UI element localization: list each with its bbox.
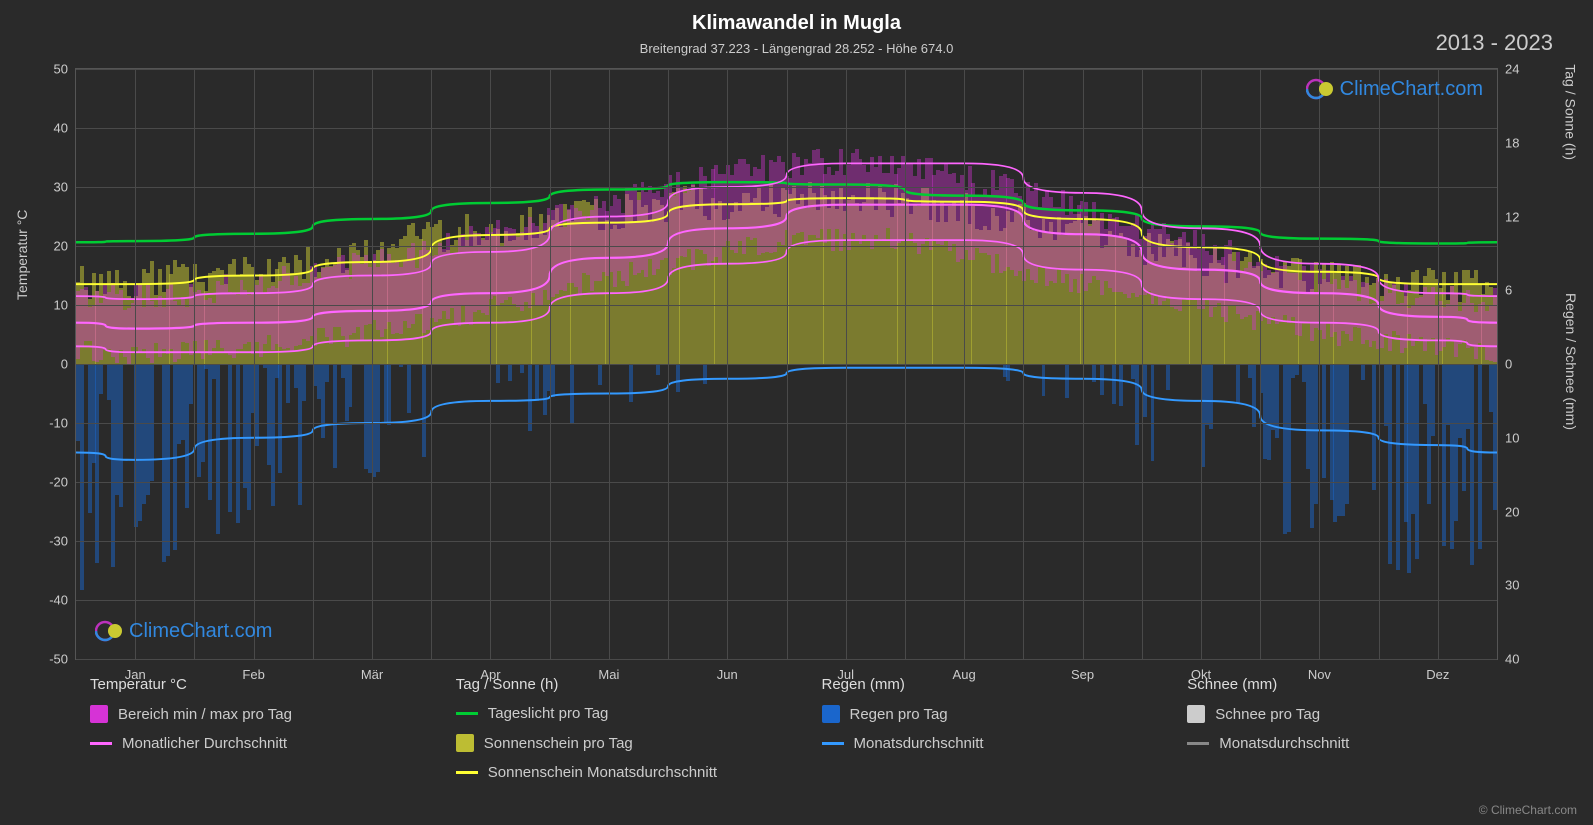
- y-right-top-tick: 0: [1497, 357, 1512, 372]
- legend-item: Monatsdurchschnitt: [822, 735, 1188, 752]
- legend-line-icon: [1187, 742, 1209, 745]
- y-right-bottom-tick: 10: [1497, 430, 1519, 445]
- grid-line-v: [313, 69, 314, 659]
- y-right-bottom-tick: 30: [1497, 578, 1519, 593]
- legend-line-icon: [456, 771, 478, 774]
- grid-line-v: [1260, 69, 1261, 659]
- grid-line-v: [846, 69, 847, 659]
- y-axis-right-bottom-label: Regen / Schnee (mm): [1563, 293, 1579, 430]
- y-right-top-tick: 6: [1497, 283, 1512, 298]
- legend-item-label: Tageslicht pro Tag: [488, 705, 609, 722]
- y-left-tick: 0: [61, 357, 76, 372]
- y-right-bottom-tick: 20: [1497, 504, 1519, 519]
- grid-line-v: [964, 69, 965, 659]
- legend-swatch-icon: [456, 734, 474, 752]
- legend-item-label: Regen pro Tag: [850, 706, 948, 723]
- legend-item-label: Sonnenschein pro Tag: [484, 735, 633, 752]
- grid-line-v: [727, 69, 728, 659]
- grid-line-v: [194, 69, 195, 659]
- legend-heading: Temperatur °C: [90, 676, 456, 693]
- grid-line-v: [254, 69, 255, 659]
- grid-line-v: [1201, 69, 1202, 659]
- y-axis-right-top-label: Tag / Sonne (h): [1563, 64, 1579, 160]
- legend-col-rain: Regen (mm) Regen pro Tag Monatsdurchschnit…: [822, 670, 1188, 815]
- y-left-tick: 40: [54, 121, 76, 136]
- legend-heading: Tag / Sonne (h): [456, 676, 822, 693]
- grid-line-v: [1319, 69, 1320, 659]
- grid-line-v: [550, 69, 551, 659]
- grid-line-v: [1023, 69, 1024, 659]
- y-left-tick: -10: [49, 416, 76, 431]
- watermark-top: ClimeChart.com: [1306, 75, 1483, 103]
- y-left-tick: -20: [49, 475, 76, 490]
- y-right-top-tick: 12: [1497, 209, 1519, 224]
- grid-line-v: [1379, 69, 1380, 659]
- y-left-tick: -30: [49, 534, 76, 549]
- climechart-logo-icon: [95, 617, 123, 645]
- y-left-tick: -40: [49, 593, 76, 608]
- legend-heading: Schnee (mm): [1187, 676, 1553, 693]
- watermark-text: ClimeChart.com: [1340, 78, 1483, 101]
- legend-item: Sonnenschein pro Tag: [456, 734, 822, 752]
- y-right-top-tick: 24: [1497, 62, 1519, 77]
- y-left-tick: 30: [54, 180, 76, 195]
- watermark-text: ClimeChart.com: [129, 620, 272, 643]
- legend-item-label: Schnee pro Tag: [1215, 706, 1320, 723]
- legend-swatch-icon: [90, 705, 108, 723]
- grid-line-v: [1142, 69, 1143, 659]
- grid-line-v: [905, 69, 906, 659]
- y-left-tick: 10: [54, 298, 76, 313]
- grid-line-v: [490, 69, 491, 659]
- legend-item: Monatsdurchschnitt: [1187, 735, 1553, 752]
- watermark-bottom: ClimeChart.com: [95, 617, 272, 645]
- y-axis-left-label: Temperatur °C: [14, 210, 30, 300]
- legend: Temperatur °C Bereich min / max pro Tag Mo…: [90, 670, 1553, 815]
- climate-chart: Klimawandel in Mugla Breitengrad 37.223 …: [0, 0, 1593, 825]
- plot-area: -50-40-30-20-100102030405006121824102030…: [75, 68, 1498, 660]
- legend-item: Schnee pro Tag: [1187, 705, 1553, 723]
- climechart-logo-icon: [1306, 75, 1334, 103]
- legend-item: Regen pro Tag: [822, 705, 1188, 723]
- year-range-label: 2013 - 2023: [1436, 30, 1553, 56]
- legend-line-icon: [822, 742, 844, 745]
- grid-line-h: [76, 659, 1497, 660]
- grid-line-v: [1083, 69, 1084, 659]
- legend-item: Monatlicher Durchschnitt: [90, 735, 456, 752]
- legend-line-icon: [456, 712, 478, 715]
- grid-line-v: [372, 69, 373, 659]
- grid-line-v: [135, 69, 136, 659]
- y-left-tick: -50: [49, 652, 76, 667]
- legend-item: Bereich min / max pro Tag: [90, 705, 456, 723]
- legend-item-label: Sonnenschein Monatsdurchschnitt: [488, 764, 717, 781]
- legend-item-label: Monatsdurchschnitt: [854, 735, 984, 752]
- legend-item: Sonnenschein Monatsdurchschnitt: [456, 764, 822, 781]
- chart-subtitle: Breitengrad 37.223 - Längengrad 28.252 -…: [0, 35, 1593, 56]
- legend-item-label: Bereich min / max pro Tag: [118, 706, 292, 723]
- legend-swatch-icon: [1187, 705, 1205, 723]
- grid-line-v: [1438, 69, 1439, 659]
- legend-col-temperature: Temperatur °C Bereich min / max pro Tag Mo…: [90, 670, 456, 815]
- legend-swatch-icon: [822, 705, 840, 723]
- grid-line-v: [787, 69, 788, 659]
- y-right-top-tick: 18: [1497, 135, 1519, 150]
- legend-item-label: Monatsdurchschnitt: [1219, 735, 1349, 752]
- legend-col-snow: Schnee (mm) Schnee pro Tag Monatsdurchschn…: [1187, 670, 1553, 815]
- legend-item-label: Monatlicher Durchschnitt: [122, 735, 287, 752]
- y-left-tick: 50: [54, 62, 76, 77]
- legend-line-icon: [90, 742, 112, 745]
- y-right-bottom-tick: 40: [1497, 652, 1519, 667]
- grid-line-v: [668, 69, 669, 659]
- y-left-tick: 20: [54, 239, 76, 254]
- grid-line-v: [431, 69, 432, 659]
- legend-item: Tageslicht pro Tag: [456, 705, 822, 722]
- grid-line-v: [609, 69, 610, 659]
- chart-title: Klimawandel in Mugla: [0, 0, 1593, 35]
- legend-heading: Regen (mm): [822, 676, 1188, 693]
- copyright-label: © ClimeChart.com: [1479, 803, 1577, 817]
- legend-col-daysun: Tag / Sonne (h) Tageslicht pro Tag Sonnens…: [456, 670, 822, 815]
